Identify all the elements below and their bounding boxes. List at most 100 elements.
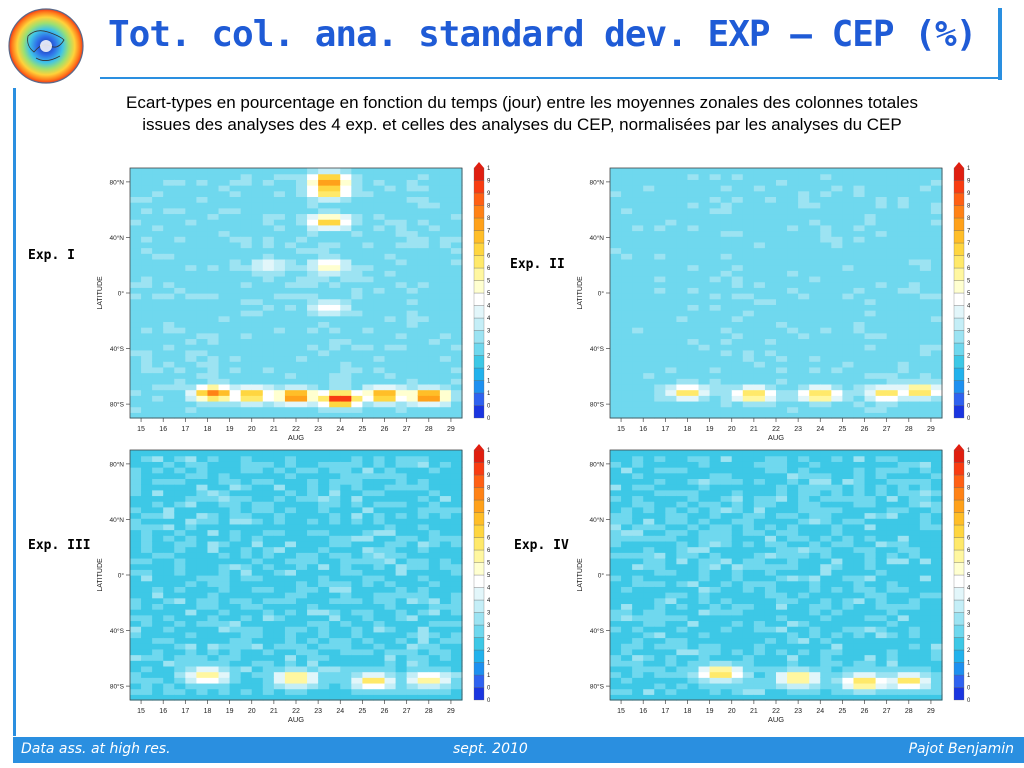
heatmap-cell	[130, 540, 142, 548]
heatmap-cell	[362, 275, 375, 283]
heatmap-cell	[185, 332, 197, 340]
heatmap-cell	[698, 506, 711, 514]
heatmap-cell	[764, 643, 777, 650]
heatmap-cell	[395, 563, 408, 570]
heatmap-cell	[273, 190, 286, 198]
heatmap-cell	[240, 264, 253, 271]
heatmap-cell	[875, 412, 888, 419]
heatmap-cell	[632, 603, 644, 610]
heatmap-cell	[318, 310, 330, 317]
heatmap-cell	[130, 275, 142, 283]
heatmap-cell	[919, 361, 932, 368]
heatmap-cell	[709, 395, 722, 402]
heatmap-cell	[930, 372, 943, 379]
heatmap-cell	[351, 694, 363, 701]
heatmap-cell	[196, 575, 209, 582]
heatmap-cell	[709, 614, 722, 622]
heatmap-cell	[731, 603, 744, 610]
heatmap-cell	[296, 495, 308, 502]
heatmap-cell	[450, 467, 463, 474]
colorbar-swatch	[953, 317, 965, 331]
colorbar-swatch	[473, 380, 485, 394]
heatmap-cell	[340, 241, 352, 249]
heatmap-cell	[185, 258, 197, 266]
heatmap-cell	[632, 580, 644, 587]
heatmap-cell	[406, 580, 419, 587]
heatmap-cell	[130, 506, 142, 514]
heatmap-cell	[665, 185, 677, 192]
heatmap-cell	[439, 213, 452, 220]
heatmap-cell	[621, 648, 633, 656]
heatmap-cell	[665, 682, 677, 690]
heatmap-cell	[152, 665, 164, 673]
heatmap-cell	[152, 327, 164, 334]
heatmap-cell	[384, 241, 397, 249]
heatmap-cell	[417, 694, 430, 701]
heatmap-cell	[709, 349, 722, 357]
heatmap-cell	[709, 484, 722, 491]
heatmap-cell	[329, 677, 341, 684]
heatmap-cell	[428, 264, 441, 271]
colorbar-tick-label: 7	[487, 523, 490, 529]
heatmap-cell	[406, 461, 419, 468]
heatmap-cell	[654, 349, 666, 357]
heatmap-cell	[731, 637, 744, 644]
heatmap-cell	[632, 467, 644, 474]
heatmap-cell	[318, 202, 330, 209]
heatmap-cell	[676, 270, 689, 277]
heatmap-cell	[698, 241, 711, 249]
heatmap-cell	[676, 495, 689, 502]
heatmap-cell	[406, 383, 419, 391]
heatmap-cell	[207, 338, 220, 345]
heatmap-cell	[284, 412, 297, 419]
heatmap-cell	[809, 406, 821, 413]
heatmap-cell	[731, 563, 744, 570]
heatmap-cell	[853, 202, 866, 209]
heatmap-cell	[395, 219, 408, 226]
heatmap-cell	[610, 557, 622, 565]
heatmap-cell	[373, 185, 386, 192]
heatmap-cell	[229, 540, 242, 548]
heatmap-cell	[720, 472, 733, 480]
heatmap-cell	[395, 467, 408, 474]
heatmap-cell	[307, 173, 319, 180]
heatmap-cell	[240, 383, 253, 391]
heatmap-cell	[362, 688, 375, 695]
heatmap-cell	[753, 648, 766, 656]
heatmap-cell	[174, 168, 186, 175]
heatmap-cell	[853, 264, 866, 271]
heatmap-cell	[340, 518, 352, 525]
heatmap-cell	[787, 637, 799, 644]
heatmap-cell	[141, 321, 153, 328]
heatmap-cell	[329, 546, 341, 553]
heatmap-cell	[919, 196, 932, 203]
heatmap-cell	[753, 344, 766, 351]
heatmap-cell	[340, 179, 352, 186]
heatmap-cell	[687, 671, 700, 678]
heatmap-cell	[163, 378, 175, 385]
heatmap-cell	[621, 315, 633, 323]
heatmap-cell	[875, 315, 888, 323]
heatmap-cell	[163, 626, 175, 633]
heatmap-cell	[439, 293, 452, 300]
heatmap-cell	[930, 293, 943, 300]
heatmap-cell	[284, 518, 297, 525]
heatmap-cell	[373, 196, 386, 203]
heatmap-cell	[207, 455, 220, 462]
heatmap-cell	[229, 230, 242, 237]
heatmap-cell	[897, 298, 910, 305]
heatmap-cell	[362, 349, 375, 357]
heatmap-cell	[643, 575, 655, 582]
heatmap-cell	[185, 253, 197, 260]
heatmap-cell	[654, 236, 666, 243]
heatmap-cell	[196, 609, 209, 616]
heatmap-cell	[373, 450, 386, 457]
heatmap-cell	[764, 614, 777, 622]
heatmap-cell	[196, 529, 209, 536]
heatmap-cell	[240, 677, 253, 684]
heatmap-cell	[141, 455, 153, 462]
heatmap-cell	[296, 637, 308, 644]
heatmap-cell	[676, 344, 689, 351]
heatmap-cell	[340, 321, 352, 328]
heatmap-cell	[698, 264, 711, 271]
